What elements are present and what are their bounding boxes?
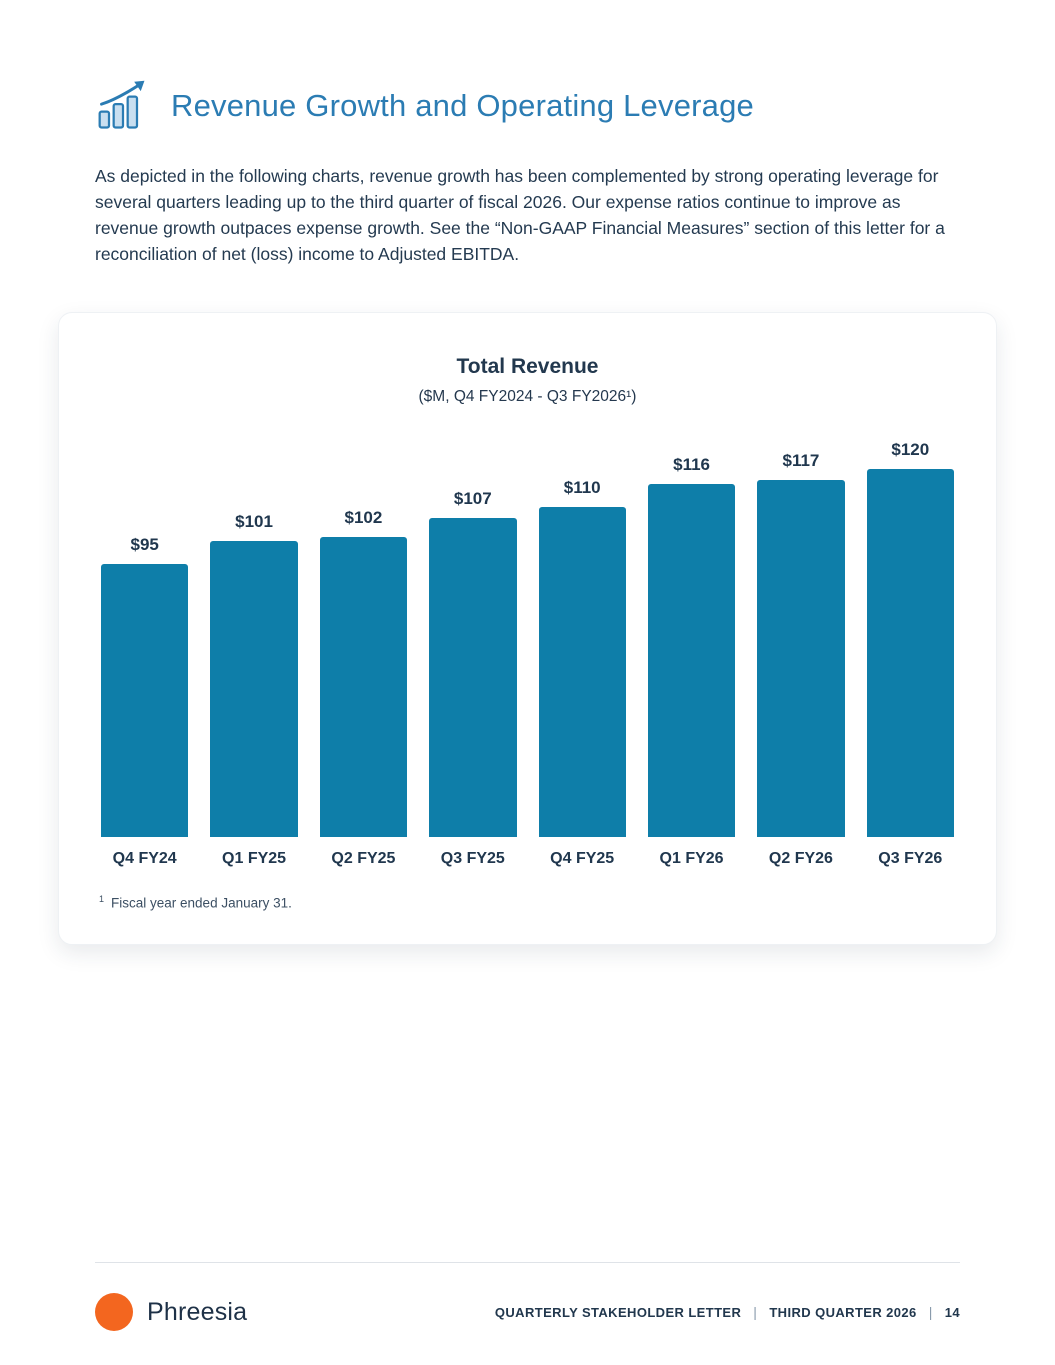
bar-category-label: Q3 FY26 bbox=[878, 849, 943, 867]
bar bbox=[757, 479, 845, 837]
bar bbox=[101, 563, 189, 837]
bar-column: $95 Q4 FY24 bbox=[101, 534, 189, 870]
bar-value-label: $101 bbox=[235, 511, 273, 531]
bar bbox=[538, 506, 626, 837]
bar-value-label: $110 bbox=[563, 477, 601, 497]
bar bbox=[647, 483, 736, 837]
bar bbox=[319, 536, 408, 837]
page-footer: Phreesia QUARTERLY STAKEHOLDER LETTER | … bbox=[95, 1262, 960, 1331]
footer-doc-title: QUARTERLY STAKEHOLDER LETTER bbox=[494, 1304, 742, 1320]
bar-column: $117 Q2 FY26 bbox=[757, 450, 845, 870]
bar-category-label: Q2 FY26 bbox=[768, 849, 833, 867]
bar-category-label: Q1 FY25 bbox=[222, 849, 287, 867]
bar-column: $107 Q3 FY25 bbox=[429, 488, 517, 870]
footnote-marker: 1 bbox=[99, 893, 105, 904]
bar-value-label: $95 bbox=[130, 534, 159, 554]
bar-value-label: $102 bbox=[344, 507, 383, 527]
bar-category-label: Q4 FY25 bbox=[550, 849, 615, 867]
bar-value-label: $117 bbox=[782, 450, 820, 470]
intro-paragraph: As depicted in the following charts, rev… bbox=[95, 166, 945, 264]
bar bbox=[866, 468, 954, 837]
bar-column: $102 Q2 FY25 bbox=[319, 507, 408, 870]
footer-separator: | bbox=[928, 1304, 933, 1320]
footer-meta: QUARTERLY STAKEHOLDER LETTER | THIRD QUA… bbox=[495, 1304, 960, 1320]
footer-page-number: 14 bbox=[944, 1304, 960, 1320]
bar-value-label: $120 bbox=[891, 439, 930, 459]
bar-value-label: $107 bbox=[453, 488, 492, 508]
chart-footnote: 1 Fiscal year ended January 31. bbox=[99, 894, 956, 911]
page-title: Revenue Growth and Operating Leverage bbox=[171, 88, 754, 123]
chart-subtitle: ($M, Q4 FY2024 - Q3 FY2026¹) bbox=[418, 387, 637, 405]
chart-title: Total Revenue bbox=[456, 354, 599, 378]
footer-divider bbox=[95, 1262, 960, 1263]
bar-chart: $95 Q4 FY24 $101 Q1 FY25 $102 Q2 FY25 $107 Q3 F… bbox=[99, 434, 956, 870]
bar-column: $120 Q3 FY26 bbox=[866, 439, 954, 870]
footer-separator: | bbox=[753, 1304, 758, 1320]
bar-category-label: Q1 FY26 bbox=[659, 849, 724, 867]
bar-category-label: Q2 FY25 bbox=[331, 849, 396, 867]
bar-column: $110 Q4 FY25 bbox=[538, 477, 626, 870]
bar bbox=[429, 517, 517, 837]
bar-category-label: Q4 FY24 bbox=[112, 849, 177, 867]
brand-name: Phreesia bbox=[147, 1297, 248, 1326]
phreesia-logo-icon bbox=[95, 1293, 133, 1331]
bar-column: $116 Q1 FY26 bbox=[647, 454, 736, 870]
bar bbox=[210, 540, 298, 837]
bar-category-label: Q3 FY25 bbox=[440, 849, 505, 867]
bar-chart-growth-icon bbox=[98, 80, 145, 129]
footnote-text: Fiscal year ended January 31. bbox=[111, 895, 292, 911]
bar-column: $101 Q1 FY25 bbox=[210, 511, 298, 870]
section-header: Revenue Growth and Operating Leverage bbox=[95, 78, 960, 134]
bar-value-label: $116 bbox=[673, 454, 710, 474]
brand-lockup: Phreesia bbox=[95, 1293, 247, 1331]
total-revenue-chart-card: Total Revenue ($M, Q4 FY2024 - Q3 FY2026… bbox=[58, 311, 997, 946]
footer-issue: THIRD QUARTER 2026 bbox=[769, 1304, 917, 1320]
